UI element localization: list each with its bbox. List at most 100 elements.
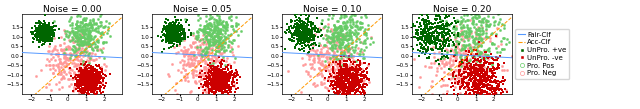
Point	[33, 27, 44, 29]
Point	[328, 85, 339, 87]
Point	[74, 49, 84, 51]
Point	[85, 80, 95, 82]
Point	[213, 74, 223, 76]
Point	[74, 81, 84, 83]
Point	[233, 34, 243, 36]
Point	[169, 34, 179, 36]
Point	[356, 94, 366, 96]
Title: Noise = 0.00: Noise = 0.00	[43, 5, 102, 14]
Point	[345, 56, 355, 58]
Point	[413, 30, 423, 31]
Point	[313, 28, 323, 30]
Point	[454, 74, 465, 75]
Point	[476, 92, 486, 94]
Point	[454, 77, 464, 79]
Point	[213, 68, 223, 70]
Point	[188, 64, 198, 66]
Point	[64, 35, 74, 36]
Point	[317, 83, 328, 85]
Point	[355, 64, 365, 66]
Point	[415, 36, 425, 38]
Point	[80, 69, 90, 71]
Point	[92, 73, 102, 75]
Point	[45, 64, 56, 66]
Point	[348, 72, 358, 74]
Point	[340, 38, 350, 39]
Point	[294, 36, 305, 38]
Point	[193, 19, 203, 20]
Point	[358, 90, 369, 92]
Point	[338, 69, 348, 70]
Point	[493, 23, 503, 25]
Point	[168, 21, 178, 23]
Point	[469, 64, 479, 66]
Point	[177, 33, 188, 35]
Point	[323, 69, 333, 70]
Point	[172, 36, 182, 37]
Point	[353, 75, 363, 76]
Point	[201, 91, 211, 92]
Point	[202, 70, 212, 72]
Point	[483, 78, 493, 80]
Point	[322, 66, 332, 68]
Point	[474, 96, 484, 98]
Point	[210, 35, 220, 36]
Point	[330, 28, 340, 30]
Point	[340, 80, 351, 82]
Point	[84, 87, 94, 89]
Point	[479, 107, 489, 108]
Point	[223, 94, 234, 96]
Point	[492, 51, 502, 53]
Point	[295, 24, 305, 26]
Point	[37, 38, 47, 40]
Point	[159, 28, 170, 29]
Point	[216, 77, 227, 78]
Point	[343, 55, 353, 57]
Point	[486, 86, 497, 88]
Point	[463, 72, 474, 74]
Point	[83, 46, 93, 47]
Point	[203, 40, 213, 42]
Point	[41, 32, 51, 34]
Point	[88, 71, 99, 72]
Point	[82, 59, 92, 61]
Point	[477, 79, 488, 80]
Point	[89, 92, 99, 93]
Point	[214, 74, 224, 75]
Point	[436, 79, 447, 80]
Point	[92, 84, 102, 85]
Point	[206, 70, 216, 72]
Point	[77, 78, 88, 80]
Point	[205, 58, 216, 60]
Point	[421, 20, 431, 21]
Point	[211, 70, 221, 71]
Point	[44, 30, 54, 32]
Point	[75, 36, 85, 38]
Point	[64, 58, 74, 60]
Point	[356, 97, 367, 98]
Point	[486, 81, 497, 83]
Point	[465, 47, 475, 49]
Point	[199, 84, 209, 86]
Point	[206, 79, 216, 81]
Point	[426, 34, 436, 36]
Point	[86, 83, 96, 85]
Point	[483, 99, 493, 101]
Point	[321, 71, 331, 72]
Point	[349, 82, 360, 83]
Point	[62, 36, 72, 37]
Point	[224, 89, 234, 90]
Point	[339, 27, 349, 29]
Point	[340, 107, 351, 108]
Point	[355, 85, 365, 87]
Point	[458, 20, 468, 22]
Point	[420, 44, 431, 46]
Point	[227, 26, 237, 27]
Point	[456, 86, 466, 88]
Point	[347, 26, 357, 27]
Point	[430, 19, 440, 20]
Point	[218, 74, 228, 76]
Point	[65, 24, 75, 26]
Point	[42, 36, 52, 38]
Point	[335, 77, 345, 79]
